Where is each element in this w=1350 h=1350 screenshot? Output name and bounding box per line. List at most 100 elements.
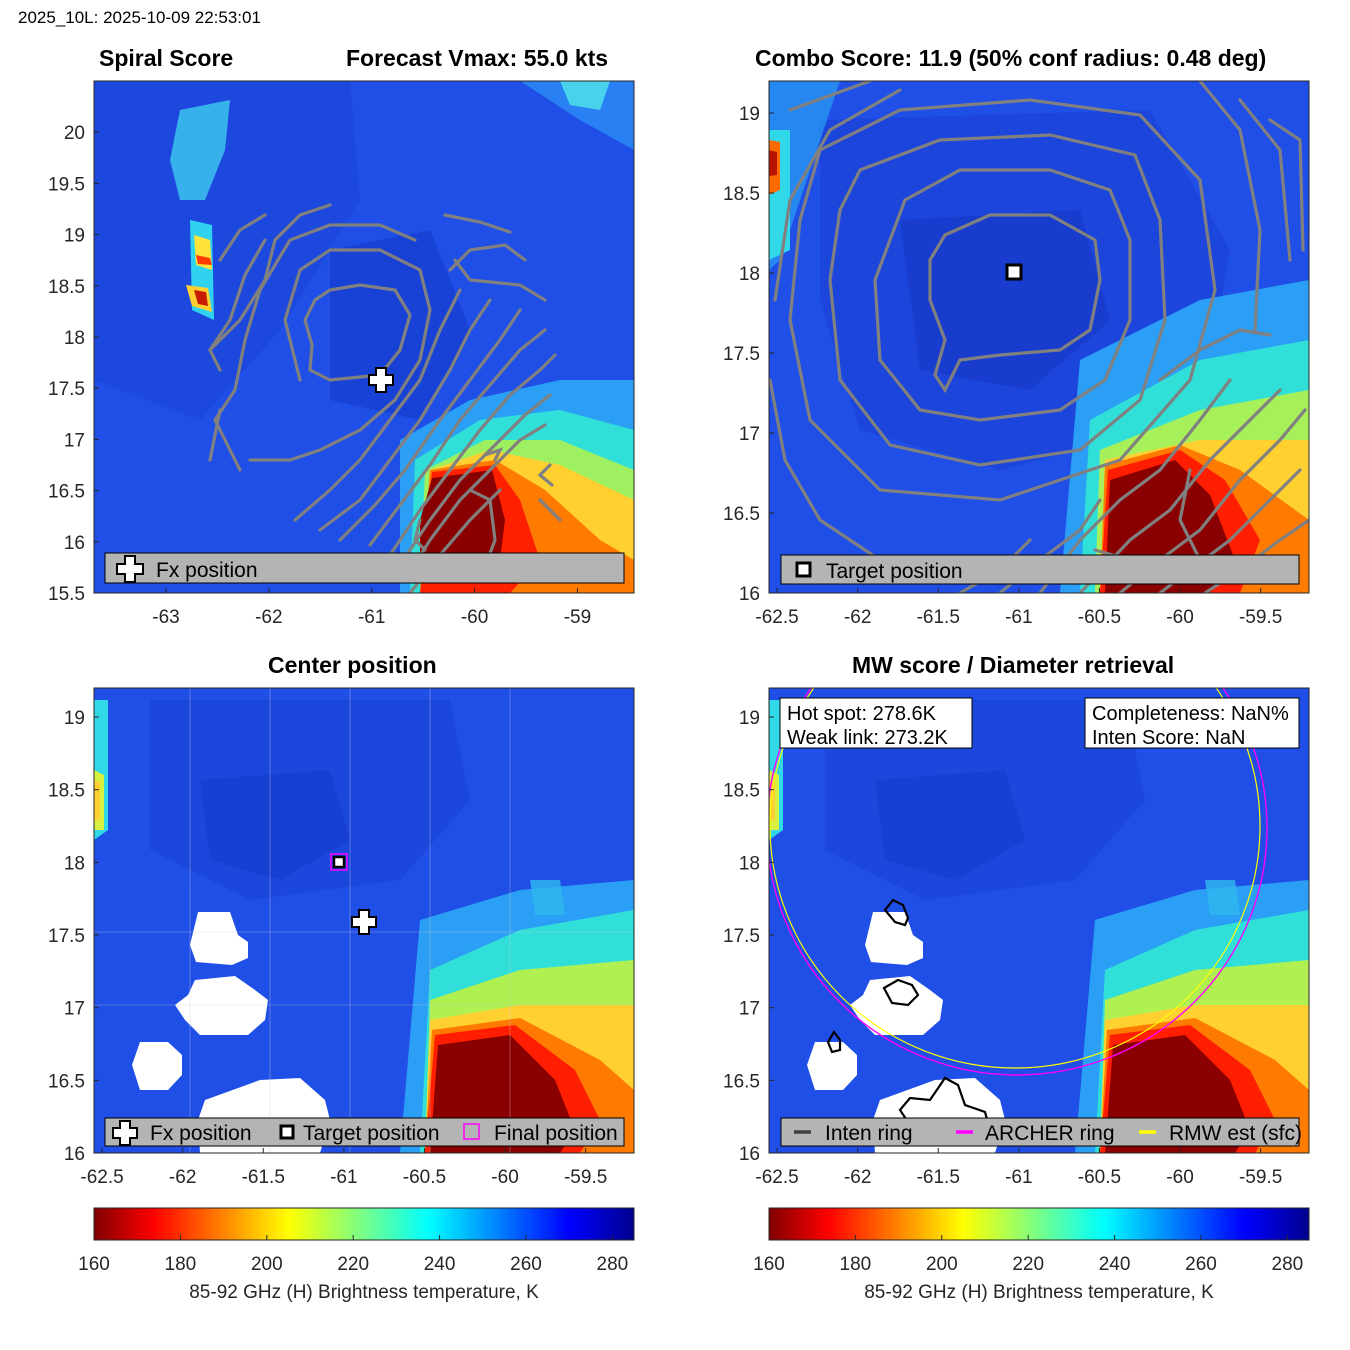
x-tick-label: -63	[152, 607, 179, 628]
y-tick-label: 18	[739, 853, 760, 874]
colorbar-tick-label: 280	[1272, 1254, 1304, 1275]
forecast-vmax-title: Forecast Vmax: 55.0 kts	[346, 45, 609, 71]
combo-target-marker	[1005, 263, 1023, 281]
center-gridlines	[94, 688, 634, 1153]
x-tick-label: -61.5	[242, 1167, 285, 1188]
colorbar-tick-label: 240	[1099, 1254, 1131, 1275]
x-tick-label: -62	[255, 607, 282, 628]
y-tick-label: 18	[64, 328, 85, 349]
y-tick-label: 19	[64, 708, 85, 729]
colorbar-tick-label: 200	[251, 1254, 283, 1275]
timestamp-header: 2025_10L: 2025-10-09 22:53:01	[18, 8, 261, 27]
center-legend: Fx position Target position Final positi…	[104, 1117, 625, 1147]
combo-legend: Target position	[780, 554, 1300, 585]
mw-heatmap	[769, 688, 1309, 1153]
center-axes-box	[93, 687, 635, 1154]
target-position-legend-icon	[795, 561, 812, 578]
x-tick-label: -62	[169, 1167, 196, 1188]
x-tick-label: -61	[358, 607, 385, 628]
final-position-legend-icon	[463, 1123, 480, 1140]
colorbar-tick-label: 160	[753, 1254, 785, 1275]
center-legend-target-label: Target position	[303, 1122, 440, 1145]
combo-score-title: Combo Score: 11.9 (50% conf radius: 0.48…	[755, 45, 1267, 71]
x-tick-label: -62	[844, 1167, 871, 1188]
spiral-legend: Fx position	[104, 552, 625, 584]
x-tick-label: -59.5	[1239, 607, 1282, 628]
y-tick-label: 19	[739, 708, 760, 729]
spiral-contours	[208, 203, 562, 593]
fx-position-legend-icon	[116, 555, 144, 583]
colorbar-tick-label: 240	[424, 1254, 456, 1275]
x-tick-label: -61.5	[917, 607, 960, 628]
y-tick-label: 17	[739, 999, 760, 1020]
y-tick-label: 18	[64, 853, 85, 874]
y-tick-label: 18	[739, 264, 760, 285]
center-fx-marker	[351, 909, 377, 935]
colorbar-tick-label: 220	[337, 1254, 369, 1275]
inten-contour	[883, 898, 910, 927]
rmw-estimate-ring	[769, 688, 1261, 1069]
x-tick-label: -60.5	[1078, 1167, 1121, 1188]
colorbar-left: 160 180 200 220 240 260 280 85-92 GHz (H) Brig…	[78, 1207, 635, 1303]
target-position-legend-icon	[279, 1124, 295, 1140]
x-tick-label: -59	[564, 607, 591, 628]
x-tick-label: -62.5	[755, 1167, 798, 1188]
x-tick-label: -62.5	[80, 1167, 123, 1188]
y-tick-label: 18.5	[723, 184, 760, 205]
y-tick-label: 19	[64, 226, 85, 247]
colorbar-tick-label: 260	[1185, 1254, 1217, 1275]
y-tick-label: 17.5	[48, 379, 85, 400]
y-tick-label: 16.5	[723, 1071, 760, 1092]
spiral-title: Spiral Score	[99, 45, 234, 71]
x-tick-label: -60	[1166, 1167, 1193, 1188]
y-tick-label: 19	[739, 104, 760, 125]
mw-score-title: MW score / Diameter retrieval	[852, 652, 1175, 678]
y-tick-label: 16.5	[48, 482, 85, 503]
x-tick-label: -59.5	[1239, 1167, 1282, 1188]
mw-axis-ticks: -62.5 -62 -61.5 -61 -60.5 -60 -59.5 19 18.5 18 17.…	[723, 708, 1282, 1188]
colorbar-tick-label: 180	[165, 1254, 197, 1275]
center-legend-fx-label: Fx position	[150, 1122, 252, 1145]
combo-axis-ticks: -62.5 -62 -61.5 -61 -60.5 -60 -59.5 19 18.5 18 17.…	[723, 104, 1282, 628]
y-tick-label: 18.5	[48, 781, 85, 802]
colorbar-right: 160 180 200 220 240 260 280 85-92 GHz (H) Brig…	[753, 1207, 1310, 1303]
y-tick-label: 16	[739, 584, 760, 605]
inten-contour	[826, 1030, 842, 1054]
archer-ring	[769, 688, 1268, 1076]
weak-link-text: Weak link: 273.2K	[787, 727, 948, 749]
x-tick-label: -61.5	[917, 1167, 960, 1188]
y-tick-label: 16.5	[48, 1071, 85, 1092]
colorbar-tick-label: 160	[78, 1254, 110, 1275]
y-tick-label: 16	[64, 533, 85, 554]
center-final-marker	[330, 853, 348, 871]
y-tick-label: 17	[64, 430, 85, 451]
y-tick-label: 17.5	[723, 926, 760, 947]
spiral-legend-fx-label: Fx position	[156, 559, 258, 582]
center-position-title: Center position	[268, 652, 437, 678]
combo-axes-box	[768, 80, 1310, 594]
colorbar-right-label: 85-92 GHz (H) Brightness temperature, K	[864, 1282, 1214, 1303]
mw-legend: Inten ring ARCHER ring RMW est (sfc)	[780, 1117, 1302, 1147]
colorbar-left-label: 85-92 GHz (H) Brightness temperature, K	[189, 1282, 539, 1303]
y-tick-label: 18.5	[723, 781, 760, 802]
spiral-fx-marker	[368, 367, 394, 393]
x-tick-label: -60.5	[1078, 607, 1121, 628]
x-tick-label: -62.5	[755, 607, 798, 628]
y-tick-label: 16.5	[723, 504, 760, 525]
x-tick-label: -60.5	[403, 1167, 446, 1188]
y-tick-label: 17	[64, 999, 85, 1020]
x-tick-label: -62	[844, 607, 871, 628]
x-tick-label: -60	[461, 607, 488, 628]
y-tick-label: 17	[739, 424, 760, 445]
combo-contours	[769, 81, 1309, 593]
y-tick-label: 16	[64, 1144, 85, 1165]
fx-position-legend-icon	[112, 1120, 138, 1146]
inten-contour	[882, 978, 920, 1007]
inten-score-text: Inten Score: NaN	[1092, 727, 1245, 749]
x-tick-label: -61	[1005, 1167, 1032, 1188]
colorbar-tick-label: 220	[1012, 1254, 1044, 1275]
spiral-axis-ticks: -63 -62 -61 -60 -59 20 19.5 19 18.5 18 17.5 17 16.5 1…	[48, 123, 591, 628]
y-tick-label: 17.5	[723, 344, 760, 365]
colorbar-tick-label: 180	[840, 1254, 872, 1275]
